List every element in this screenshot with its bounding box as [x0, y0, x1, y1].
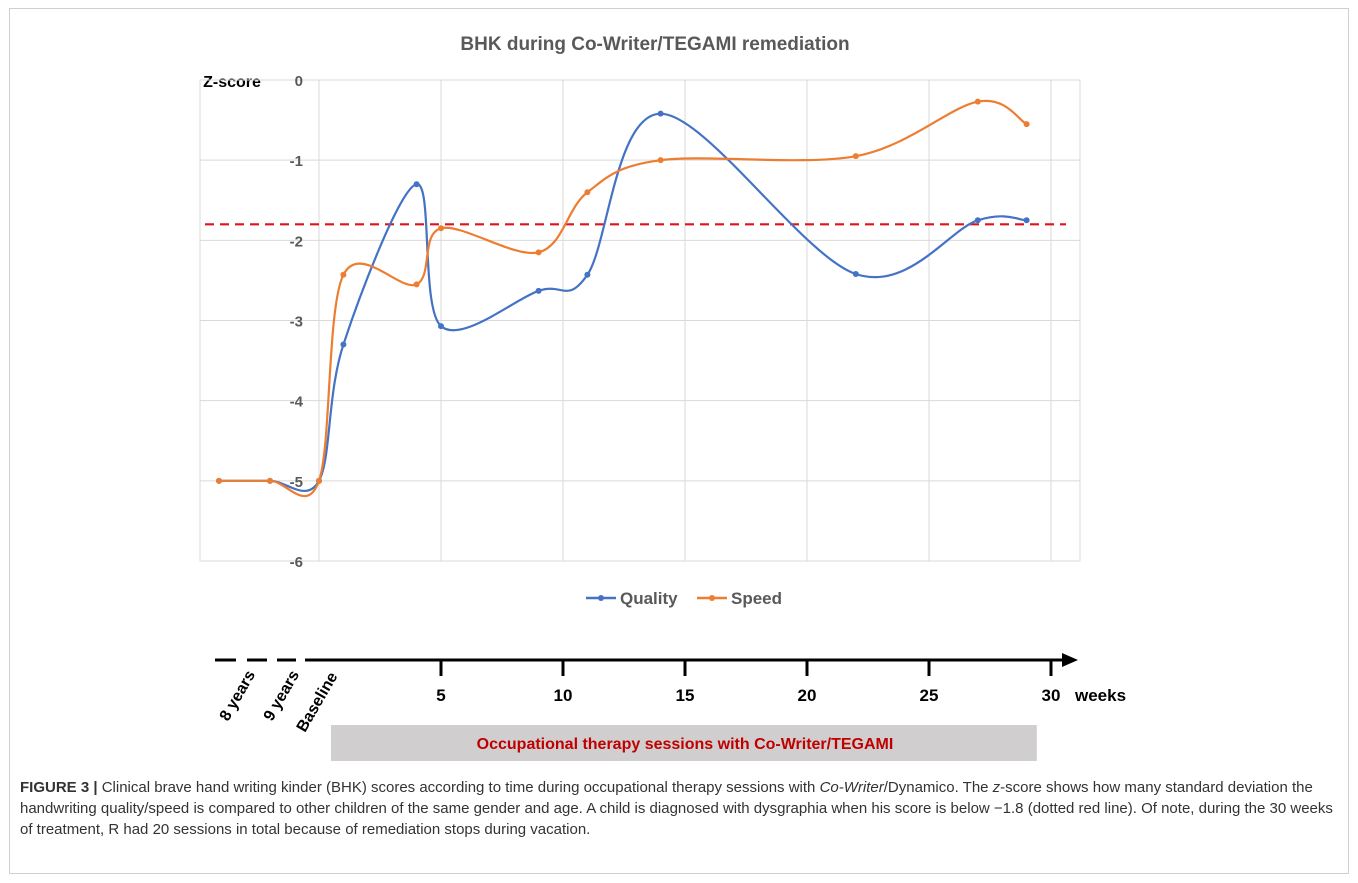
data-point-quality	[852, 271, 859, 278]
data-point-speed	[852, 153, 859, 160]
chart: BHK during Co-Writer/TEGAMI remediation …	[199, 34, 1126, 761]
week-tick-label: 20	[798, 686, 817, 705]
caption-lead: FIGURE 3 |	[20, 779, 98, 796]
legend-speed-label: Speed	[731, 589, 782, 608]
caption-text-2: /Dynamico. The	[883, 779, 993, 796]
data-point-speed	[974, 98, 981, 105]
week-tick-label: 10	[554, 686, 573, 705]
data-point-quality	[413, 181, 420, 188]
plot-area: 0 -1 -2 -3 -4 -5 -6	[199, 73, 1081, 571]
age-label-9-years: 9 years	[261, 668, 303, 724]
horizontal-gridlines	[200, 79, 1080, 562]
data-point-speed	[267, 477, 273, 484]
data-point-speed	[316, 477, 322, 484]
timeline: 5 10 15 20 25 30 weeks 8 years 9 years Baseli…	[215, 653, 1126, 761]
y-tick-label: 0	[295, 73, 303, 90]
y-axis-label: Z-score	[203, 74, 261, 91]
y-tick-label: -2	[290, 233, 303, 250]
y-tick-label: -1	[290, 153, 303, 170]
data-point-speed	[1023, 121, 1030, 128]
week-ticks: 5 10 15 20 25 30	[436, 660, 1060, 705]
data-point-speed	[216, 477, 222, 484]
therapy-sessions-label: Occupational therapy sessions with Co-Wr…	[477, 736, 894, 753]
week-tick-label: 30	[1042, 686, 1061, 705]
data-point-speed	[584, 189, 591, 196]
therapy-sessions-bar	[331, 725, 1037, 761]
legend-speed-marker	[709, 595, 715, 601]
legend-quality-marker	[598, 595, 604, 601]
data-point-quality	[340, 341, 347, 348]
y-tick-label: -5	[290, 474, 303, 491]
data-point-quality	[535, 287, 542, 294]
week-tick-label: 5	[436, 686, 445, 705]
data-point-quality	[657, 110, 664, 117]
caption-emphasis-cowriter: Co-Writer	[819, 779, 884, 796]
caption-text-3: -score shows how many standard deviation…	[20, 779, 1333, 838]
series-line-quality	[219, 112, 1027, 493]
data-point-speed	[438, 225, 444, 232]
figure-frame	[9, 8, 1349, 874]
data-point-speed	[413, 281, 420, 288]
age-label-8-years: 8 years	[217, 668, 259, 724]
data-point-quality	[1023, 217, 1030, 224]
y-tick-labels: 0 -1 -2 -3 -4 -5 -6	[290, 73, 304, 571]
data-point-quality	[974, 217, 981, 224]
figure-caption: FIGURE 3 | Clinical brave hand writing k…	[20, 777, 1335, 840]
legend: Quality Speed	[586, 589, 782, 608]
data-point-quality	[438, 323, 444, 330]
data-point-speed	[340, 271, 347, 278]
y-tick-label: -6	[290, 554, 303, 571]
weeks-unit-label: weeks	[1074, 686, 1126, 705]
caption-emphasis-z: z	[992, 779, 1001, 796]
data-point-speed	[535, 249, 542, 256]
chart-title: BHK during Co-Writer/TEGAMI remediation	[460, 34, 849, 55]
legend-quality-label: Quality	[620, 589, 678, 608]
caption-text-1: Clinical brave hand writing kinder (BHK)…	[97, 779, 820, 796]
series-points	[216, 98, 1030, 484]
data-point-speed	[657, 157, 664, 164]
y-tick-label: -4	[290, 394, 304, 411]
timeline-arrowhead	[1062, 653, 1078, 667]
data-point-quality	[584, 271, 591, 278]
week-tick-label: 25	[920, 686, 939, 705]
week-tick-label: 15	[676, 686, 695, 705]
y-tick-label: -3	[290, 314, 303, 331]
